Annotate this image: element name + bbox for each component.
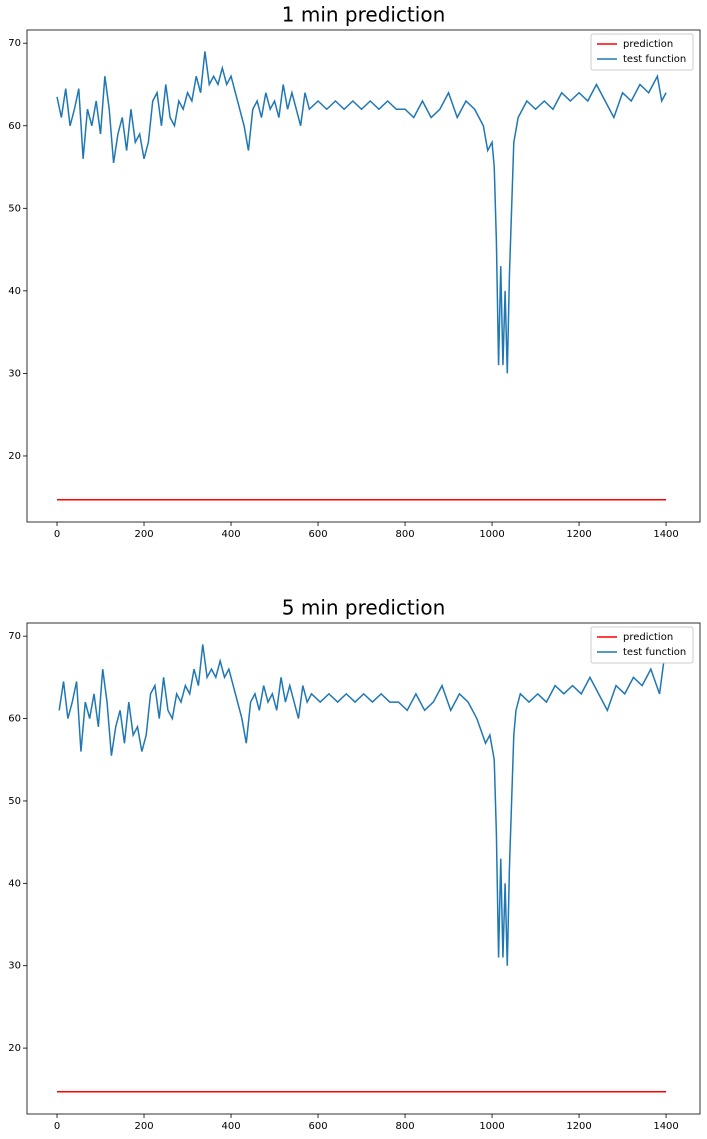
x-tick-label: 0 — [54, 1121, 60, 1132]
y-tick-label: 50 — [8, 796, 21, 807]
y-tick-label: 60 — [8, 714, 21, 725]
x-tick-label: 0 — [54, 529, 60, 540]
y-tick-label: 60 — [8, 121, 21, 132]
legend-box — [590, 33, 694, 71]
y-tick-label: 30 — [8, 961, 21, 972]
x-tick-label: 1400 — [653, 1121, 678, 1132]
y-tick-label: 40 — [8, 878, 21, 889]
x-tick-label: 1000 — [479, 529, 504, 540]
data-line — [58, 644, 665, 966]
legend-box — [590, 626, 694, 664]
legend-label: prediction — [623, 632, 673, 643]
y-tick-label: 70 — [8, 631, 21, 642]
y-tick-label: 30 — [8, 368, 21, 379]
x-tick-label: 1400 — [653, 529, 678, 540]
y-tick-label: 40 — [8, 286, 21, 297]
legend-label: prediction — [623, 39, 673, 50]
chart-title: 5 min prediction — [282, 596, 446, 620]
x-tick-label: 400 — [221, 1121, 240, 1132]
x-tick-label: 800 — [395, 529, 414, 540]
x-tick-label: 800 — [395, 1121, 414, 1132]
data-line — [56, 51, 667, 374]
x-tick-label: 200 — [134, 529, 153, 540]
x-tick-label: 600 — [308, 1121, 327, 1132]
x-tick-label: 1200 — [566, 529, 591, 540]
legend-label: test function — [623, 647, 686, 658]
x-tick-label: 600 — [308, 529, 327, 540]
x-tick-label: 200 — [134, 1121, 153, 1132]
x-tick-label: 400 — [221, 529, 240, 540]
y-tick-label: 70 — [8, 38, 21, 49]
plot-frame — [26, 622, 701, 1115]
x-tick-label: 1000 — [479, 1121, 504, 1132]
x-tick-label: 1200 — [566, 1121, 591, 1132]
legend-label: test function — [623, 54, 686, 65]
plot-frame — [26, 29, 701, 523]
y-tick-label: 50 — [8, 203, 21, 214]
chart-title: 1 min prediction — [282, 3, 446, 27]
y-tick-label: 20 — [8, 451, 21, 462]
y-tick-label: 20 — [8, 1043, 21, 1054]
